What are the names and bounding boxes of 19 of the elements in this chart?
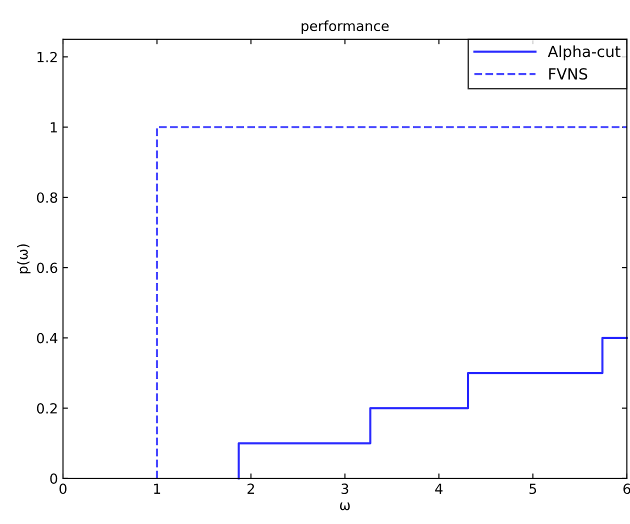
y-tick-label: 0 <box>50 473 58 484</box>
y-tick-label: 0.4 <box>36 332 58 344</box>
x-tick-label: 3 <box>342 484 348 494</box>
y-axis-title: p(ω) <box>17 244 30 274</box>
x-tick-label: 5 <box>530 484 536 494</box>
y-tick-label: 1 <box>50 122 57 132</box>
x-tick-label: 0 <box>59 484 66 494</box>
x-tick-label: 2 <box>248 484 254 494</box>
y-tick-label: 1.2 <box>38 52 57 62</box>
x-tick-label: 4 <box>435 484 443 494</box>
y-tick-label: 0.8 <box>36 192 58 203</box>
legend-label: FVNS <box>549 68 588 80</box>
legend-label: Alpha-cut <box>548 45 620 60</box>
y-tick-label: 0.6 <box>36 262 58 274</box>
chart-title: performance <box>302 20 389 34</box>
x-tick-label: 6 <box>623 484 630 494</box>
y-tick-label: 0.2 <box>36 403 57 414</box>
x-axis-title: ω <box>340 502 350 510</box>
x-tick-label: 1 <box>154 484 160 494</box>
